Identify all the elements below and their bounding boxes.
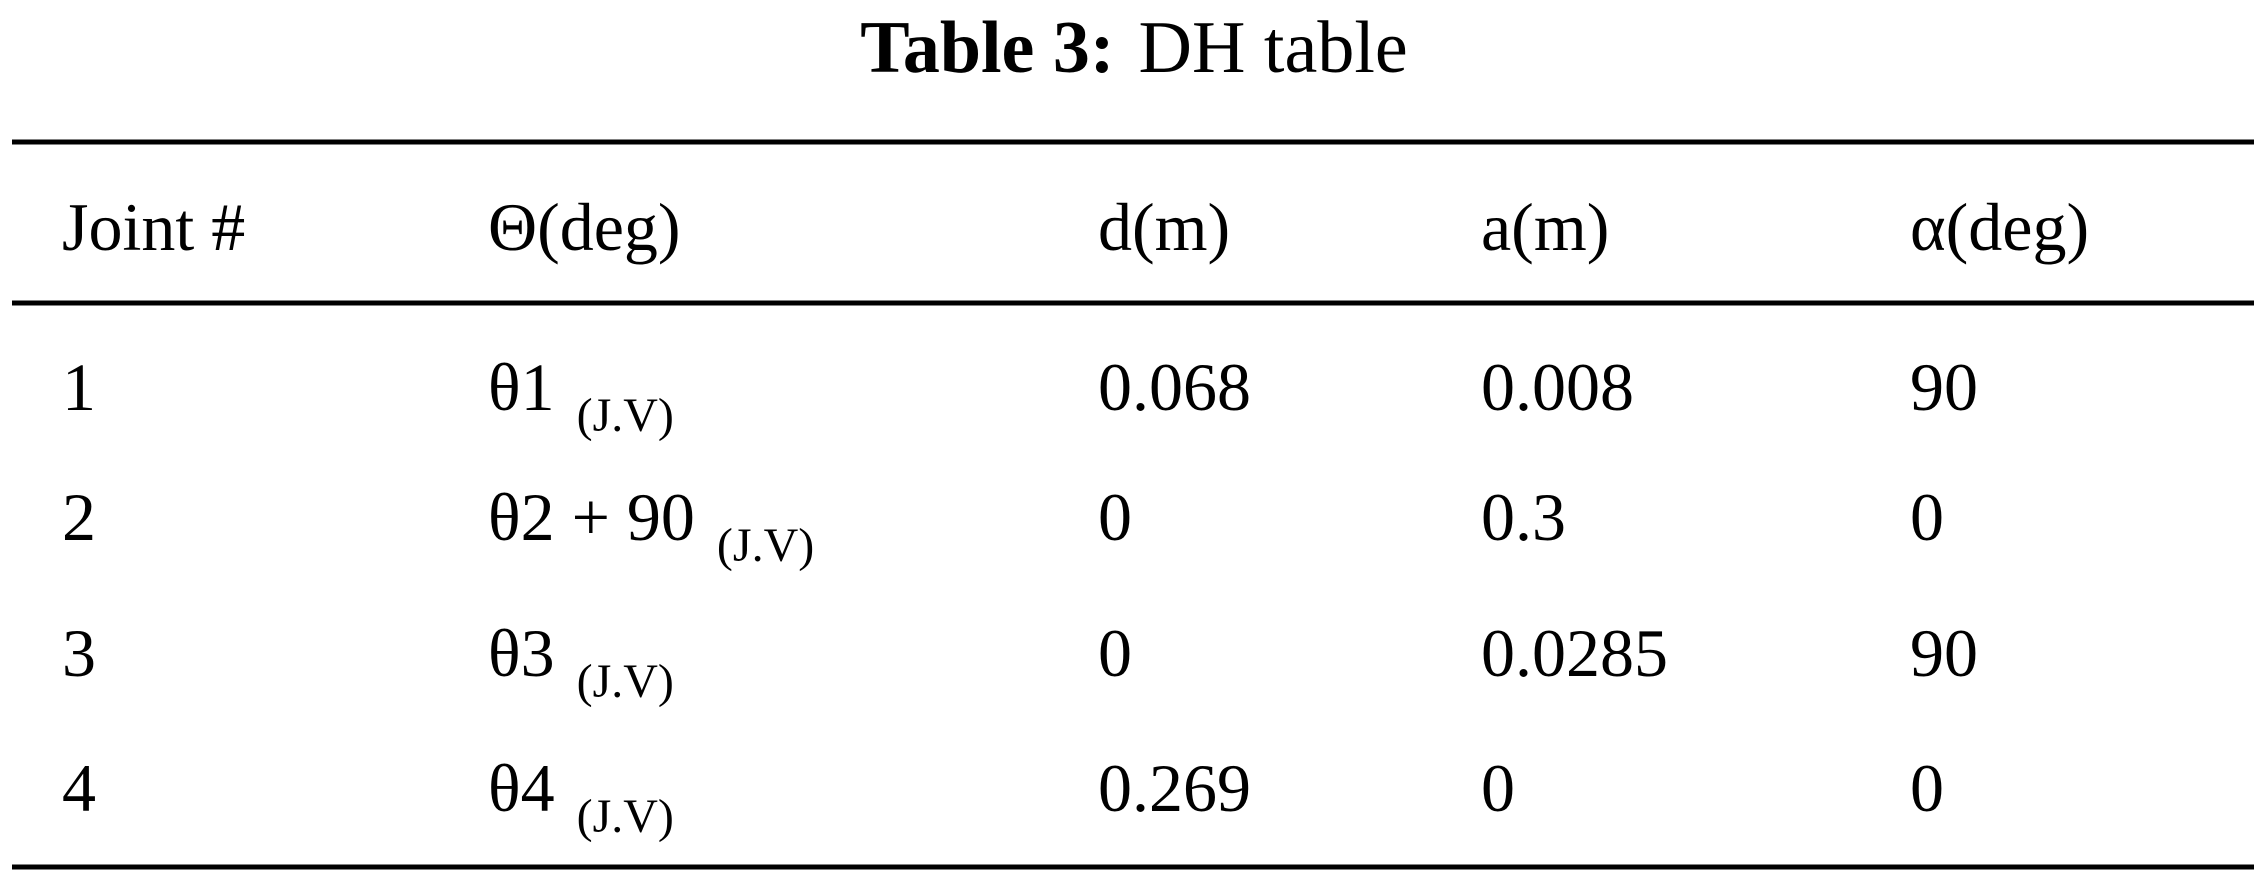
- cell: θ1 (J.V): [488, 349, 674, 442]
- header-cell: d(m): [1098, 189, 1230, 265]
- cell-main: θ4: [488, 750, 555, 826]
- cell-subscript: (J.V): [577, 790, 674, 843]
- cell: θ4 (J.V): [488, 750, 674, 843]
- cell: 0.269: [1098, 750, 1251, 826]
- cell: 0: [1098, 479, 1132, 555]
- header-cell: a(m): [1481, 189, 1609, 265]
- header-cell: α(deg): [1910, 189, 2089, 265]
- table-caption: Table 3: DH table: [860, 7, 1407, 89]
- cell: 90: [1910, 349, 1978, 425]
- cell: 0.3: [1481, 479, 1566, 555]
- cell: 0: [1481, 750, 1515, 826]
- cell: 0.0285: [1481, 615, 1668, 691]
- cell: θ3 (J.V): [488, 615, 674, 708]
- cell-main: θ2 + 90: [488, 479, 695, 555]
- cell: 90: [1910, 615, 1978, 691]
- cell: 0: [1910, 750, 1944, 826]
- cell-main: θ3: [488, 615, 555, 691]
- caption-text: DH table: [1139, 7, 1408, 89]
- cell-subscript: (J.V): [717, 519, 814, 572]
- cell: 1: [62, 349, 96, 425]
- caption-label: Table 3:: [860, 7, 1114, 89]
- cell: θ2 + 90 (J.V): [488, 479, 814, 572]
- cell: 0.068: [1098, 349, 1251, 425]
- cell: 3: [62, 615, 96, 691]
- cell: 2: [62, 479, 96, 555]
- cell-subscript: (J.V): [577, 655, 674, 708]
- header-cell: Θ(deg): [488, 189, 681, 265]
- cell: 0: [1098, 615, 1132, 691]
- header-cell: Joint #: [62, 189, 245, 265]
- cell: 0: [1910, 479, 1944, 555]
- cell-subscript: (J.V): [577, 389, 674, 442]
- cell-main: θ1: [488, 349, 555, 425]
- cell: 4: [62, 750, 96, 826]
- cell: 0.008: [1481, 349, 1634, 425]
